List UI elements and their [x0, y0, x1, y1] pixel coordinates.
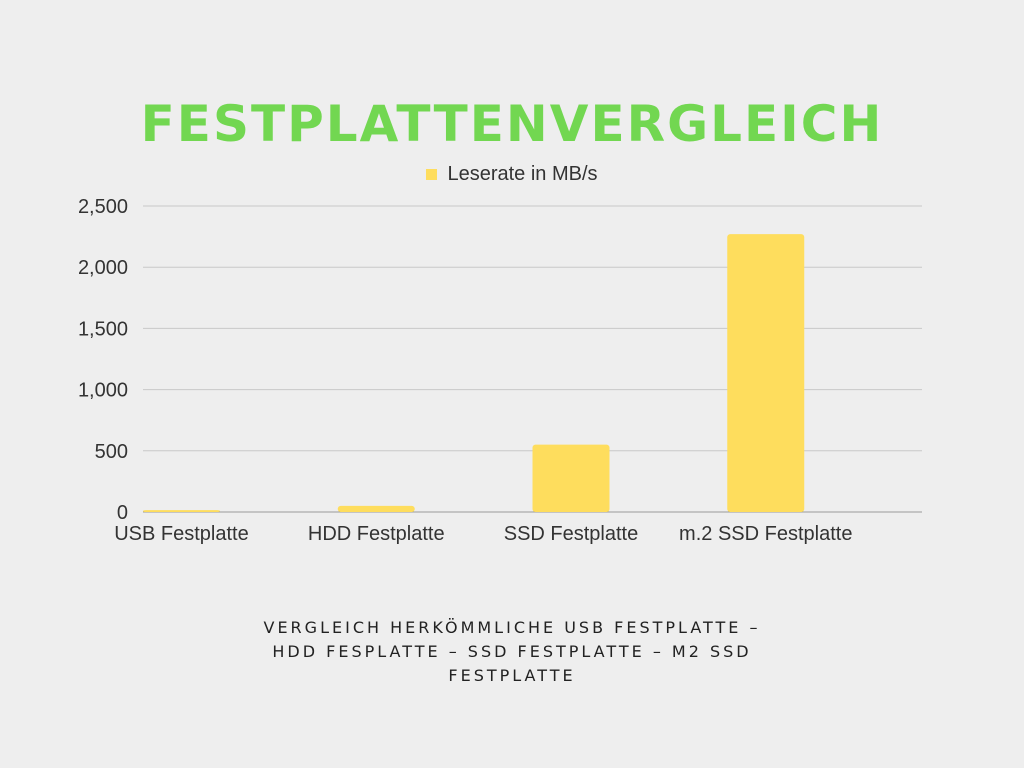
y-tick-label: 2,500 [78, 196, 128, 218]
y-tick-label: 500 [95, 441, 128, 463]
x-tick-label: USB Festplatte [114, 523, 249, 545]
bar [143, 510, 220, 512]
y-tick-label: 1,500 [78, 318, 128, 340]
bar [532, 444, 610, 512]
y-tick-label: 1,000 [78, 380, 128, 402]
bar [727, 234, 805, 513]
chart-title: FESTPLATTENVERGLEICH [140, 95, 884, 153]
x-tick-label: m.2 SSD Festplatte [679, 523, 852, 545]
y-tick-label: 0 [117, 502, 128, 524]
chart-caption: VERGLEICH HERKÖMMLICHE USB FESTPLATTE – … [263, 618, 761, 685]
bar [337, 505, 415, 512]
bars [143, 234, 805, 513]
x-tick-label: SSD Festplatte [504, 523, 639, 545]
x-tick-label: HDD Festplatte [308, 523, 445, 545]
chart-legend: Leserate in MB/s [0, 163, 1024, 186]
y-tick-label: 2,000 [78, 257, 128, 279]
legend-swatch [426, 169, 438, 180]
x-axis-ticks: USB Festplatte HDD Festplatte SSD Festplat… [114, 523, 852, 545]
legend-label: Leserate in MB/s [447, 163, 598, 185]
y-axis-ticks: 0 500 1,000 1,500 2,000 2,500 [78, 196, 128, 524]
